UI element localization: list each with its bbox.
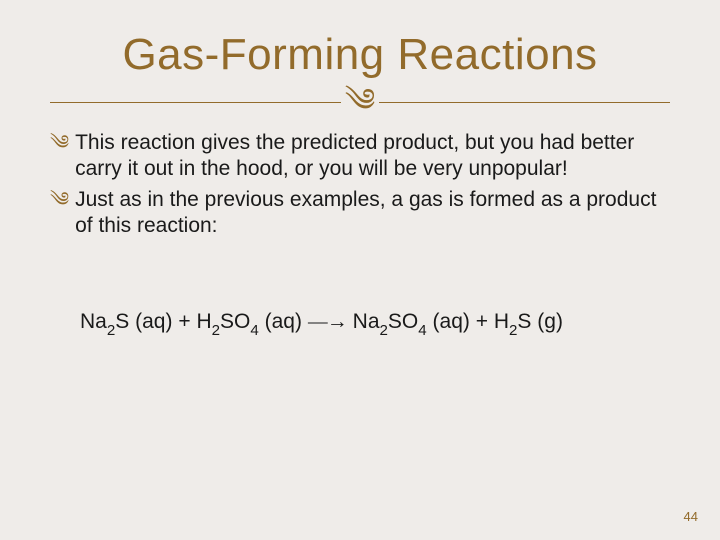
chemical-equation: Na2S (aq) + H2SO4 (aq) ⎯⎯→ Na2SO4 (aq) +… xyxy=(80,309,670,339)
slide-title: Gas-Forming Reactions xyxy=(50,30,670,80)
title-divider: ༄ xyxy=(50,94,670,110)
plus-operator: + xyxy=(178,310,190,333)
bullet-text: Just as in the previous examples, a gas … xyxy=(75,187,670,240)
reactant-2: H2SO4 (aq) xyxy=(196,310,307,333)
reaction-arrow-icon: ⎯⎯→ xyxy=(308,309,347,335)
product-2: H2S (g) xyxy=(494,310,563,333)
slide: Gas-Forming Reactions ༄ ༄ This reaction … xyxy=(0,0,720,540)
bullet-icon: ༄ xyxy=(50,130,69,183)
body-content: ༄ This reaction gives the predicted prod… xyxy=(50,130,670,339)
divider-line-left xyxy=(50,102,341,103)
page-number: 44 xyxy=(684,509,698,524)
bullet-icon: ༄ xyxy=(50,187,69,240)
reactant-1: Na2S (aq) xyxy=(80,310,178,333)
divider-line-right xyxy=(379,102,670,103)
divider-flourish-icon: ༄ xyxy=(341,92,380,108)
bullet-text: This reaction gives the predicted produc… xyxy=(75,130,670,183)
bullet-item: ༄ Just as in the previous examples, a ga… xyxy=(50,187,670,240)
plus-operator: + xyxy=(476,310,488,333)
product-1: Na2SO4 (aq) xyxy=(353,310,476,333)
bullet-item: ༄ This reaction gives the predicted prod… xyxy=(50,130,670,183)
